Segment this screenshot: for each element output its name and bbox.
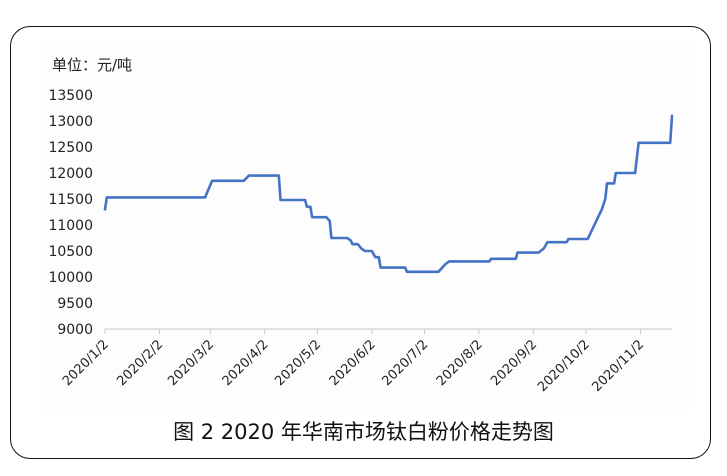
x-tick-label: 2020/1/2 <box>60 337 112 389</box>
figure-caption: 图 2 2020 年华南市场钛白粉价格走势图 <box>173 420 554 444</box>
y-tick-label: 9000 <box>57 322 93 338</box>
x-tick-label: 2020/8/2 <box>434 337 486 389</box>
unit-label: 单位：元/吨 <box>52 56 132 74</box>
x-tick-label: 2020/10/2 <box>535 337 593 395</box>
y-tick-label: 11500 <box>48 192 93 208</box>
y-tick-label: 12000 <box>48 166 93 182</box>
y-tick-label: 12500 <box>48 140 93 156</box>
x-tick-label: 2020/2/2 <box>114 337 166 389</box>
y-tick-label: 13000 <box>48 114 93 130</box>
x-tick-label: 2020/7/2 <box>379 337 431 389</box>
series-group <box>103 114 674 274</box>
x-tick-label: 2020/4/2 <box>220 337 272 389</box>
x-tick-label: 2020/3/2 <box>165 337 217 389</box>
y-tick-label: 10000 <box>48 270 93 286</box>
x-tick-label: 2020/11/2 <box>589 337 647 395</box>
y-tick-label: 9500 <box>57 296 93 312</box>
y-axis: 9000 9500 10000 10500 11000 11500 12000 12500 13… <box>48 88 93 338</box>
price-series-line <box>103 114 674 274</box>
y-tick-label: 11000 <box>48 218 93 234</box>
x-axis: 2020/1/2 2020/2/2 2020/3/2 2020/4/2 2020/5/2… <box>60 328 672 395</box>
y-tick-label: 10500 <box>48 244 93 260</box>
y-tick-label: 13500 <box>48 88 93 104</box>
x-tick-label: 2020/9/2 <box>488 337 540 389</box>
plot-area <box>40 42 690 410</box>
x-tick-label: 2020/6/2 <box>327 337 379 389</box>
x-tick-label: 2020/5/2 <box>272 337 324 389</box>
